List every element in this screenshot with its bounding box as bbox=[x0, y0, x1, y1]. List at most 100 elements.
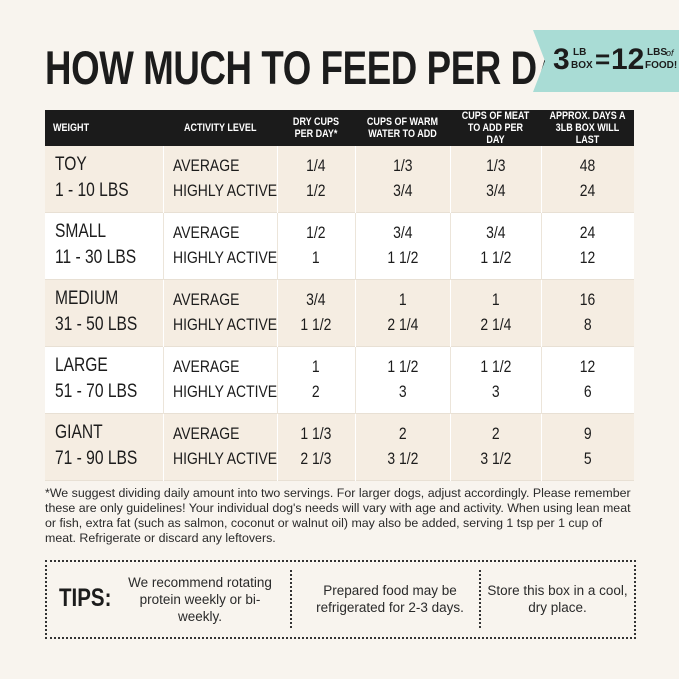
cell-border bbox=[541, 146, 542, 213]
value-text: 24 bbox=[579, 181, 596, 200]
size-text: TOY bbox=[55, 154, 87, 175]
cell-border bbox=[355, 213, 356, 280]
badge-food-of: of bbox=[666, 48, 674, 58]
value: 1 1/2 bbox=[450, 248, 541, 268]
value-text: 9 bbox=[583, 424, 592, 443]
value: 3/4 bbox=[450, 223, 541, 243]
size-text: MEDIUM bbox=[55, 288, 119, 309]
column-header: CUPS OF MEAT TO ADD PER DAY bbox=[450, 110, 541, 146]
tip: Store this box in a cool, dry place. bbox=[487, 583, 628, 615]
value: 3/4 bbox=[355, 223, 450, 243]
value: 3 bbox=[355, 382, 450, 402]
badge-box-qty: 3 bbox=[553, 43, 570, 76]
tip: Prepared food may be refrigerated for 2-… bbox=[316, 583, 464, 615]
value-text: 3/4 bbox=[485, 181, 506, 200]
weight-range: 1 - 10 LBS bbox=[55, 180, 145, 202]
value: 1 bbox=[277, 357, 355, 377]
badge: 3 LB BOX = 12 LBS of FOOD! bbox=[533, 30, 679, 92]
value: 3 1/2 bbox=[450, 449, 541, 469]
activity: AVERAGE bbox=[173, 357, 254, 377]
cell-border bbox=[450, 414, 451, 481]
value-text: 5 bbox=[583, 449, 592, 468]
value: 2 bbox=[277, 382, 355, 402]
value: 3/4 bbox=[355, 181, 450, 201]
cell-border bbox=[355, 414, 356, 481]
divider bbox=[479, 570, 481, 628]
activity-text: AVERAGE bbox=[173, 424, 240, 443]
activity-text: AVERAGE bbox=[173, 223, 240, 242]
value-text: 3 1/2 bbox=[479, 449, 512, 468]
table-row bbox=[45, 213, 634, 280]
value-text: 3/4 bbox=[392, 181, 413, 200]
column-header-text: DRY CUPS PER DAY* bbox=[292, 116, 340, 140]
value-text: 8 bbox=[583, 315, 592, 334]
value-text: 1 bbox=[398, 290, 407, 309]
weight-range-text: 71 - 90 LBS bbox=[55, 448, 138, 469]
value: 1 bbox=[355, 290, 450, 310]
value: 3/4 bbox=[277, 290, 355, 310]
value-text: 12 bbox=[579, 248, 596, 267]
value-text: 3/4 bbox=[392, 223, 413, 242]
table: WEIGHT ACTIVITY LEVEL DRY CUPS PER DAY* CUP… bbox=[45, 110, 634, 481]
size: MEDIUM bbox=[55, 288, 132, 310]
value: 6 bbox=[541, 382, 634, 402]
activity-text: AVERAGE bbox=[173, 156, 240, 175]
size: TOY bbox=[55, 154, 94, 176]
cell-border bbox=[450, 347, 451, 414]
value-text: 3/4 bbox=[306, 290, 326, 309]
activity: HIGHLY ACTIVE bbox=[173, 449, 300, 469]
size: SMALL bbox=[55, 221, 117, 243]
value: 1/2 bbox=[277, 181, 355, 201]
value: 1 1/2 bbox=[277, 315, 355, 335]
value: 1 1/2 bbox=[355, 357, 450, 377]
cell-border bbox=[163, 347, 164, 414]
activity-text: HIGHLY ACTIVE bbox=[173, 449, 278, 468]
column-header-text: CUPS OF WARM WATER TO ADD bbox=[366, 116, 439, 140]
value-text: 1 1/2 bbox=[386, 357, 419, 376]
cell-border bbox=[541, 347, 542, 414]
value: 3/4 bbox=[450, 181, 541, 201]
value: 2 1/4 bbox=[450, 315, 541, 335]
cell-border bbox=[355, 146, 356, 213]
value: 16 bbox=[541, 290, 634, 310]
value-text: 3 bbox=[398, 382, 407, 401]
value-text: 2 bbox=[491, 424, 500, 443]
badge-food-qty: 12 bbox=[611, 43, 645, 76]
cell-border bbox=[163, 213, 164, 280]
divider bbox=[290, 570, 292, 628]
cell-border bbox=[277, 213, 278, 280]
weight-range: 51 - 70 LBS bbox=[55, 381, 155, 403]
value-text: 3 bbox=[491, 382, 500, 401]
value: 5 bbox=[541, 449, 634, 469]
value-text: 1 bbox=[312, 248, 320, 267]
title: HOW MUCH TO FEED PER DAY bbox=[45, 40, 679, 95]
activity: HIGHLY ACTIVE bbox=[173, 248, 300, 268]
cell-border bbox=[355, 347, 356, 414]
weight-range: 11 - 30 LBS bbox=[55, 247, 154, 269]
weight-range-text: 11 - 30 LBS bbox=[55, 247, 137, 268]
badge-box-unit: LB bbox=[573, 47, 587, 58]
cell-border bbox=[450, 213, 451, 280]
value: 1 1/2 bbox=[450, 357, 541, 377]
value: 1 1/3 bbox=[277, 424, 355, 444]
tip: We recommend rotating protein weekly or … bbox=[128, 575, 272, 624]
value-text: 3/4 bbox=[485, 223, 506, 242]
value-text: 1 bbox=[491, 290, 500, 309]
column-header: DRY CUPS PER DAY* bbox=[277, 110, 355, 146]
cell-border bbox=[450, 146, 451, 213]
value: 1 bbox=[450, 290, 541, 310]
cell-border bbox=[541, 414, 542, 481]
size-text: LARGE bbox=[55, 355, 108, 376]
activity-text: HIGHLY ACTIVE bbox=[173, 382, 278, 401]
cell-border bbox=[277, 414, 278, 481]
activity: HIGHLY ACTIVE bbox=[173, 382, 300, 402]
value: 2 bbox=[450, 424, 541, 444]
value-text: 2 1/4 bbox=[386, 315, 419, 334]
cell-border bbox=[541, 213, 542, 280]
value: 1/2 bbox=[277, 223, 355, 243]
value: 1/3 bbox=[450, 156, 541, 176]
activity-text: HIGHLY ACTIVE bbox=[173, 248, 278, 267]
column-header: WEIGHT bbox=[53, 110, 153, 146]
activity-text: HIGHLY ACTIVE bbox=[173, 181, 278, 200]
size: LARGE bbox=[55, 355, 119, 377]
